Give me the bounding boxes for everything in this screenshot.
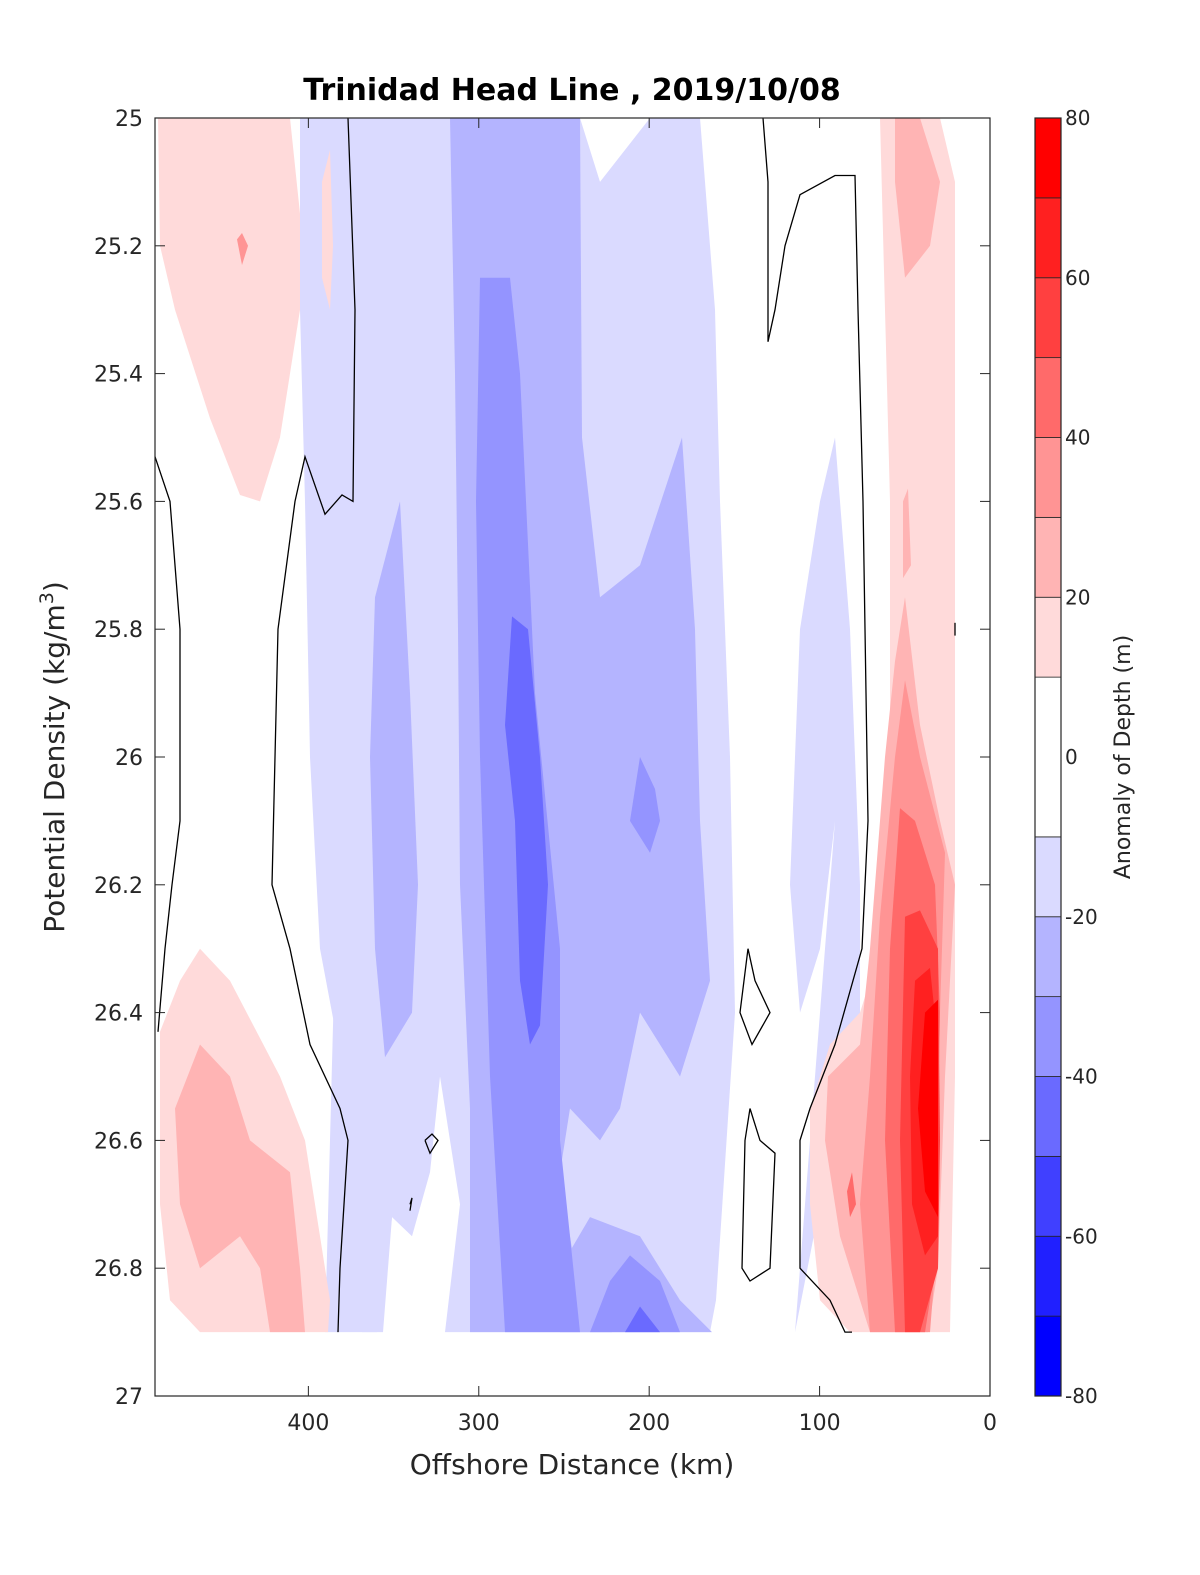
- colorbar-tick-label--40: -40: [1065, 1065, 1098, 1089]
- zero-contour-line-4: [741, 1108, 776, 1282]
- colorbar-band--10-to-10: [1034, 676, 1062, 838]
- colorbar-tick-label-20: 20: [1065, 585, 1090, 609]
- contour-region-20-18: [903, 488, 911, 579]
- colorbar-tick-label-60: 60: [1065, 266, 1090, 290]
- zero-contour-line-0: [154, 456, 181, 1032]
- y-axis-label: Potential Density (kg/m3): [36, 581, 71, 933]
- y-tick-label-26.4: 26.4: [94, 1002, 143, 1027]
- y-tick-label-26: 26: [115, 746, 143, 771]
- colorbar-band--30-to--20: [1034, 916, 1062, 998]
- y-tick-label-27: 27: [115, 1385, 143, 1410]
- zero-contour-line-2: [762, 117, 869, 1333]
- colorbar-tick-label--60: -60: [1065, 1224, 1098, 1248]
- y-tick-label-26.6: 26.6: [94, 1129, 143, 1154]
- y-axis-ticks: 25 25.2 25.4 25.6 25.8 26 26.2 26.4 26.6 26.8 27: [94, 107, 990, 1410]
- contour-region--40-10: [505, 616, 548, 1045]
- colorbar-bands: [1034, 117, 1062, 1397]
- zero-contour-line-5: [424, 1133, 439, 1155]
- x-axis-ticks: 400 300 200 100 0: [287, 118, 997, 1436]
- contour-region-10-12: [158, 118, 300, 502]
- colorbar-tick-label--20: -20: [1065, 905, 1098, 929]
- colorbar-tick-label-80: 80: [1065, 106, 1090, 130]
- colorbar-band--60-to--50: [1034, 1155, 1062, 1237]
- colorbar-band--40-to--30: [1034, 996, 1062, 1077]
- y-tick-label-25.2: 25.2: [94, 235, 143, 260]
- colorbar-band-70-to-80: [1034, 117, 1062, 199]
- x-tick-label-400: 400: [287, 1411, 329, 1436]
- contour-region-10-13: [322, 150, 333, 310]
- contour-region--30-8: [630, 757, 660, 853]
- x-tick-label-200: 200: [628, 1411, 670, 1436]
- colorbar-tick-label-0: 0: [1065, 745, 1078, 769]
- zero-contour-line-1: [271, 117, 356, 1333]
- y-axis-label-superscript: 3: [36, 592, 58, 604]
- colorbar-band--20-to--10: [1034, 836, 1062, 918]
- colorbar-tick-label--80: -80: [1065, 1384, 1098, 1408]
- y-tick-label-25.4: 25.4: [94, 363, 143, 388]
- contour-region--40-11: [625, 1306, 660, 1333]
- zero-contour-line-6: [409, 1197, 413, 1211]
- colorbar-band-10-to-20: [1034, 596, 1062, 678]
- y-tick-label-25.6: 25.6: [94, 490, 143, 515]
- y-axis-label-main: Potential Density (kg/m: [38, 604, 71, 933]
- colorbar-band-30-to-40: [1034, 437, 1062, 518]
- x-tick-label-300: 300: [458, 1411, 500, 1436]
- colorbar-band-60-to-70: [1034, 197, 1062, 279]
- colorbar-label: Anomaly of Depth (m): [1111, 635, 1136, 879]
- y-tick-label-25.8: 25.8: [94, 618, 143, 643]
- colorbar-band--70-to--60: [1034, 1235, 1062, 1317]
- chart-title: Trinidad Head Line , 2019/10/08: [303, 73, 840, 108]
- colorbar-band--50-to--40: [1034, 1076, 1062, 1157]
- colorbar-tick-label-40: 40: [1065, 426, 1090, 450]
- colorbar-band-40-to-50: [1034, 357, 1062, 438]
- colorbar-band-20-to-30: [1034, 516, 1062, 598]
- colorbar-band-50-to-60: [1034, 277, 1062, 359]
- contour-region-30-21: [237, 233, 248, 265]
- contour-region-20-16: [175, 1044, 305, 1333]
- contour-region-20-17: [895, 118, 940, 278]
- plot-area: 400 300 200 100 0 25 25.2 25.4 25.6 25.8 26 26.2 26…: [94, 107, 997, 1436]
- zero-contour-line-3: [739, 948, 771, 1047]
- x-tick-label-0: 0: [983, 1411, 997, 1436]
- contour-region--30-9: [590, 1255, 680, 1333]
- x-axis-label: Offshore Distance (km): [410, 1448, 735, 1481]
- y-axis-label-tail: ): [38, 581, 71, 592]
- colorbar-ticks: -80 -60 -40 -20 0 20 40 60 80: [1065, 106, 1098, 1408]
- y-tick-label-26.8: 26.8: [94, 1257, 143, 1282]
- x-tick-label-100: 100: [799, 1411, 841, 1436]
- zero-contour-lines: [154, 117, 956, 1333]
- contour-fills: [158, 118, 955, 1333]
- colorbar-band--80-to--70: [1034, 1315, 1062, 1397]
- contour-region-70-26: [918, 999, 938, 1218]
- colorbar-frame: [1034, 117, 1062, 1397]
- y-tick-label-26.2: 26.2: [94, 874, 143, 899]
- contour-region--20-5: [370, 501, 418, 1058]
- y-tick-label-25: 25: [115, 107, 143, 132]
- contour-region-40-23: [847, 1172, 856, 1218]
- colorbar: -80 -60 -40 -20 0 20 40 60 80 Anomaly of Depth (…: [1034, 106, 1136, 1408]
